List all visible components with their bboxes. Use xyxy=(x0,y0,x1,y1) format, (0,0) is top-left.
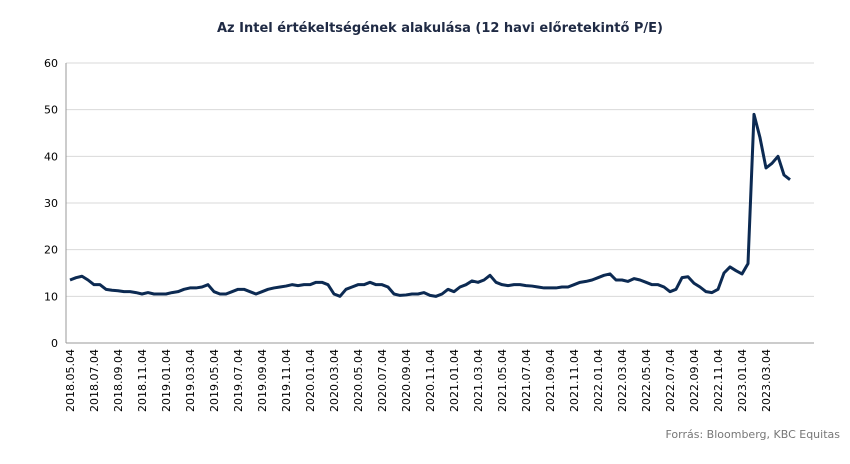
x-tick-label: 2020.01.04 xyxy=(304,349,317,412)
x-tick-label: 2020.11.04 xyxy=(424,349,437,412)
x-tick-label: 2022.11.04 xyxy=(712,349,725,412)
x-tick-label: 2019.03.04 xyxy=(184,349,197,412)
line-series xyxy=(69,112,791,298)
y-tick-label: 10 xyxy=(44,290,58,303)
y-tick-label: 40 xyxy=(44,150,58,163)
x-tick-label: 2020.03.04 xyxy=(328,349,341,412)
x-tick-label: 2021.07.04 xyxy=(520,349,533,412)
x-tick-label: 2021.11.04 xyxy=(568,349,581,412)
y-tick-label: 0 xyxy=(51,337,58,350)
x-tick-label: 2022.01.04 xyxy=(592,349,605,412)
x-tick-label: 2023.03.04 xyxy=(760,349,773,412)
x-tick-label: 2019.07.04 xyxy=(232,349,245,412)
x-tick-label: 2019.09.04 xyxy=(256,349,269,412)
x-tick-label: 2020.09.04 xyxy=(400,349,413,412)
x-tick-label: 2020.05.04 xyxy=(352,349,365,412)
x-tick-label: 2018.07.04 xyxy=(88,349,101,412)
y-tick-label: 60 xyxy=(44,57,58,70)
x-tick-label: 2022.05.04 xyxy=(640,349,653,412)
x-tick-label: 2021.09.04 xyxy=(544,349,557,412)
x-tick-label: 2018.11.04 xyxy=(136,349,149,412)
source-note: Forrás: Bloomberg, KBC Equitas xyxy=(665,428,840,441)
y-tick-label: 30 xyxy=(44,197,58,210)
x-tick-label: 2023.01.04 xyxy=(736,349,749,412)
x-tick-label: 2018.09.04 xyxy=(112,349,125,412)
x-tick-label: 2021.05.04 xyxy=(496,349,509,412)
x-tick-label: 2019.05.04 xyxy=(208,349,221,412)
x-tick-label: 2022.09.04 xyxy=(688,349,701,412)
chart-title: Az Intel értékeltségének alakulása (12 h… xyxy=(217,21,663,36)
x-tick-label: 2021.01.04 xyxy=(448,349,461,412)
y-tick-label: 20 xyxy=(44,244,58,257)
x-tick-label: 2022.03.04 xyxy=(616,349,629,412)
x-tick-label: 2019.01.04 xyxy=(160,349,173,412)
x-tick-label: 2020.07.04 xyxy=(376,349,389,412)
y-tick-label: 50 xyxy=(44,104,58,117)
x-tick-label: 2019.11.04 xyxy=(280,349,293,412)
x-tick-label: 2018.05.04 xyxy=(64,349,77,412)
x-tick-label: 2022.07.04 xyxy=(664,349,677,412)
x-tick-label: 2021.03.04 xyxy=(472,349,485,412)
